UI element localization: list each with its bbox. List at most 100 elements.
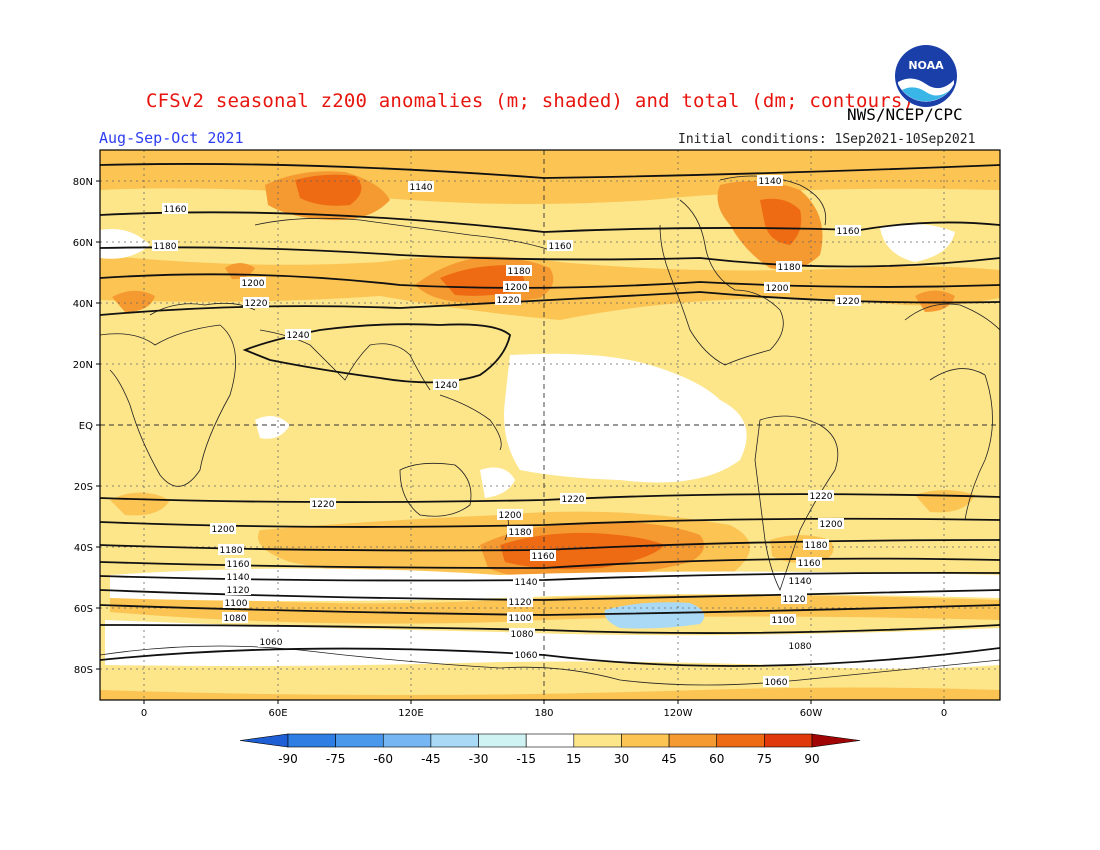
contour-label-1240: 1240 xyxy=(433,379,459,391)
colorbar-segment xyxy=(764,733,813,748)
contour-label-1200: 1200 xyxy=(240,277,266,289)
svg-text:1140: 1140 xyxy=(227,573,250,583)
svg-text:1140: 1140 xyxy=(789,577,812,587)
contour-label-1160: 1160 xyxy=(547,240,573,252)
contour-label-1160: 1160 xyxy=(835,225,861,237)
svg-text:1100: 1100 xyxy=(509,614,532,624)
contour-label-1180: 1180 xyxy=(776,261,802,273)
svg-text:1080: 1080 xyxy=(224,614,247,624)
contour-label-1220: 1220 xyxy=(495,294,521,306)
svg-text:1120: 1120 xyxy=(227,586,250,596)
svg-text:1140: 1140 xyxy=(515,578,538,588)
contour-label-1080: 1080 xyxy=(222,612,248,624)
svg-text:1220: 1220 xyxy=(562,495,585,505)
svg-text:1120: 1120 xyxy=(509,598,532,608)
svg-text:1200: 1200 xyxy=(820,520,843,530)
colorbar-label: -60 xyxy=(373,752,393,766)
svg-text:1200: 1200 xyxy=(212,525,235,535)
contour-label-1100: 1100 xyxy=(770,614,796,626)
contour-label-1220: 1220 xyxy=(310,498,336,510)
svg-text:1100: 1100 xyxy=(772,616,795,626)
svg-text:1220: 1220 xyxy=(810,492,833,502)
lat-label: 40S xyxy=(74,543,93,554)
colorbar-label: 45 xyxy=(661,752,676,766)
contour-label-1140: 1140 xyxy=(225,571,251,583)
svg-text:1180: 1180 xyxy=(778,263,801,273)
initial-conditions-label: Initial conditions: 1Sep2021-10Sep2021 xyxy=(678,132,976,147)
svg-text:1200: 1200 xyxy=(242,279,265,289)
contour-label-1160: 1160 xyxy=(796,557,822,569)
map-title: CFSv2 seasonal z200 anomalies (m; shaded… xyxy=(146,90,915,112)
colorbar-segment xyxy=(716,733,765,748)
contour-label-1220: 1220 xyxy=(243,297,269,309)
lon-label: 180 xyxy=(534,708,553,719)
contour-label-1200: 1200 xyxy=(503,281,529,293)
lon-label: 0 xyxy=(941,708,947,719)
contour-label-1220: 1220 xyxy=(560,493,586,505)
colorbar-segment xyxy=(811,733,861,748)
lat-label: 20N xyxy=(73,360,93,371)
contour-label-1080: 1080 xyxy=(509,628,535,640)
noaa-logo: NOAA xyxy=(895,45,957,107)
colorbar-segment xyxy=(382,733,432,748)
svg-text:1220: 1220 xyxy=(837,297,860,307)
season-label: Aug-Sep-Oct 2021 xyxy=(99,129,244,147)
colorbar-segment xyxy=(573,733,622,748)
colorbar-label: 60 xyxy=(709,752,724,766)
svg-text:1200: 1200 xyxy=(766,284,789,294)
contour-label-1060: 1060 xyxy=(258,636,284,648)
lon-label: 60W xyxy=(800,708,823,719)
svg-text:1180: 1180 xyxy=(154,242,177,252)
colorbar-segment xyxy=(239,733,289,748)
colorbar-segment xyxy=(287,733,336,748)
contour-label-1200: 1200 xyxy=(764,282,790,294)
lon-label: 120W xyxy=(664,708,693,719)
svg-text:1200: 1200 xyxy=(499,511,522,521)
svg-text:1160: 1160 xyxy=(798,559,821,569)
contour-label-1180: 1180 xyxy=(803,539,829,551)
colorbar-label: 90 xyxy=(804,752,819,766)
svg-text:1080: 1080 xyxy=(789,642,812,652)
contour-label-1120: 1120 xyxy=(781,593,807,605)
contour-label-1160: 1160 xyxy=(225,558,251,570)
lon-label: 60E xyxy=(268,708,287,719)
lon-label: 0 xyxy=(141,708,147,719)
svg-text:1120: 1120 xyxy=(783,595,806,605)
colorbar-segment xyxy=(478,733,527,748)
contour-label-1140: 1140 xyxy=(757,175,783,187)
colorbar-segment xyxy=(430,733,479,748)
colorbar-label: -15 xyxy=(516,752,536,766)
svg-text:1220: 1220 xyxy=(497,296,520,306)
svg-text:1180: 1180 xyxy=(805,541,828,551)
svg-text:1140: 1140 xyxy=(759,177,782,187)
lat-label: 60S xyxy=(74,604,93,615)
contour-label-1180: 1180 xyxy=(218,544,244,556)
lon-label: 120E xyxy=(398,708,423,719)
contour-label-1160: 1160 xyxy=(162,203,188,215)
contour-label-1180: 1180 xyxy=(507,526,533,538)
svg-text:1100: 1100 xyxy=(225,599,248,609)
svg-text:1240: 1240 xyxy=(435,381,458,391)
svg-text:1160: 1160 xyxy=(227,560,250,570)
svg-text:NOAA: NOAA xyxy=(908,59,944,72)
colorbar-label: -30 xyxy=(469,752,489,766)
lat-label: 60N xyxy=(73,238,93,249)
lat-label: 80S xyxy=(74,665,93,676)
contour-label-1120: 1120 xyxy=(225,584,251,596)
contour-label-1200: 1200 xyxy=(497,509,523,521)
colorbar-label: 75 xyxy=(757,752,772,766)
colorbar-label: 30 xyxy=(614,752,629,766)
svg-text:1220: 1220 xyxy=(245,299,268,309)
svg-text:1160: 1160 xyxy=(837,227,860,237)
coastlines xyxy=(100,175,1000,686)
contour-label-1100: 1100 xyxy=(507,612,533,624)
contour-label-1060: 1060 xyxy=(513,649,539,661)
agency-label: NWS/NCEP/CPC xyxy=(847,105,963,124)
svg-text:1080: 1080 xyxy=(511,630,534,640)
svg-text:1180: 1180 xyxy=(509,528,532,538)
contour-label-1140: 1140 xyxy=(787,575,813,587)
colorbar-label: -90 xyxy=(278,752,298,766)
contour-label-1220: 1220 xyxy=(835,295,861,307)
